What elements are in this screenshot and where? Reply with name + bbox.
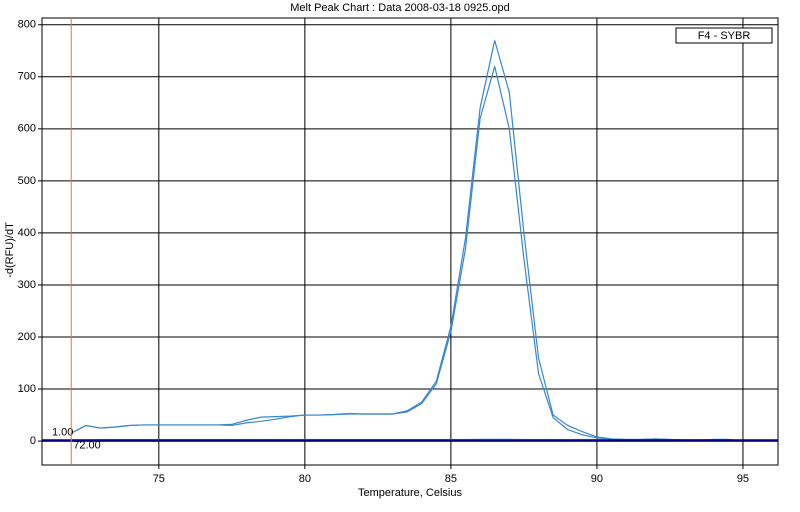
y-tick-label: 200: [18, 331, 36, 343]
y-tick-label: 800: [18, 19, 36, 31]
x-tick-label: 95: [737, 473, 749, 485]
y-tick-label: 300: [18, 279, 36, 291]
x-tick-label: 75: [153, 473, 165, 485]
y-axis-label: -d(RFU)/dT: [4, 222, 16, 278]
legend-box: [675, 27, 773, 44]
y-tick-label: 0: [30, 435, 36, 447]
marker-label: 72.00: [73, 439, 101, 451]
y-tick-label: 700: [18, 71, 36, 83]
y-tick-label: 500: [18, 175, 36, 187]
plot-area: [41, 17, 779, 466]
chart-title: Melt Peak Chart : Data 2008-03-18 0925.o…: [290, 2, 510, 14]
x-tick-label: 85: [445, 473, 457, 485]
x-tick-label: 90: [591, 473, 603, 485]
legend-entry: F4 - SYBR: [698, 30, 751, 42]
y-tick-label: 600: [18, 123, 36, 135]
x-axis-label: Temperature, Celsius: [358, 487, 462, 499]
x-tick-label: 80: [299, 473, 311, 485]
y-tick-label: 400: [18, 227, 36, 239]
threshold-label: 1.00: [52, 426, 73, 438]
y-tick-label: 100: [18, 383, 36, 395]
